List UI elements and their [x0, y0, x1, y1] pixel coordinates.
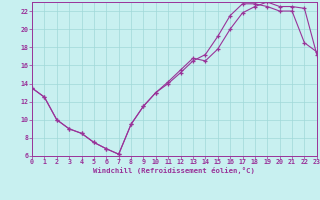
X-axis label: Windchill (Refroidissement éolien,°C): Windchill (Refroidissement éolien,°C)	[93, 167, 255, 174]
